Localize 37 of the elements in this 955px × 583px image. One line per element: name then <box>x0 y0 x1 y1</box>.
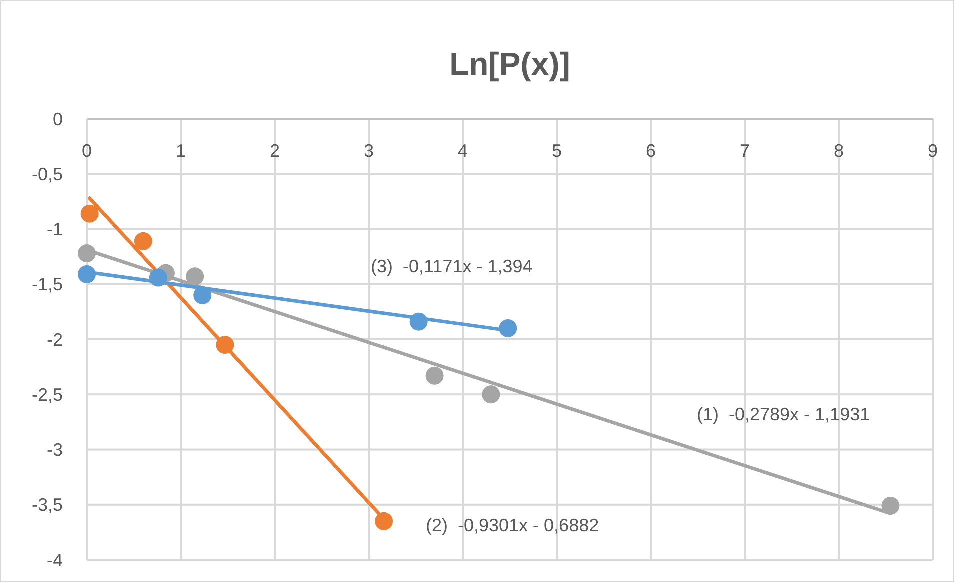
point <box>194 286 212 304</box>
x-tick-label: 1 <box>176 141 186 161</box>
x-tick-label: 9 <box>928 141 938 161</box>
x-tick-label: 4 <box>458 141 468 161</box>
point <box>410 312 428 331</box>
point <box>482 386 500 404</box>
point <box>80 204 99 223</box>
annotation: (2) -0,9301x - 0,6882 <box>426 515 600 536</box>
x-tick-label: 2 <box>270 141 280 161</box>
point <box>216 336 234 354</box>
y-tick-label: -0,5 <box>32 164 63 184</box>
point <box>882 496 900 515</box>
x-tick-label: 8 <box>834 141 844 161</box>
annotation: (3) -0,1171x - 1,394 <box>371 256 533 276</box>
y-tick-label: -1 <box>46 220 63 240</box>
x-tick-label: 6 <box>646 141 656 161</box>
y-tick-label: -3,5 <box>32 495 63 516</box>
point <box>134 232 152 250</box>
point <box>186 268 204 286</box>
annotation: (1) -0,2789x - 1,1931 <box>697 404 870 424</box>
y-tick-label: -4 <box>46 550 63 570</box>
point <box>499 319 518 338</box>
point <box>78 265 96 284</box>
y-tick-label: -2 <box>46 330 63 350</box>
point <box>426 366 444 385</box>
x-tick-label: 3 <box>364 141 374 161</box>
y-tick-label: -3 <box>46 440 63 460</box>
x-tick-label: 7 <box>740 141 750 161</box>
x-tick-label: 0 <box>82 141 92 161</box>
point <box>78 244 96 263</box>
point <box>375 512 394 530</box>
y-tick-label: 0 <box>52 109 63 130</box>
y-tick-label: -1,5 <box>32 274 63 295</box>
y-tick-label: -2,5 <box>32 384 63 405</box>
point <box>149 268 168 287</box>
chart-title: Ln[P(x)] <box>450 46 570 82</box>
x-tick-label: 5 <box>552 141 562 161</box>
